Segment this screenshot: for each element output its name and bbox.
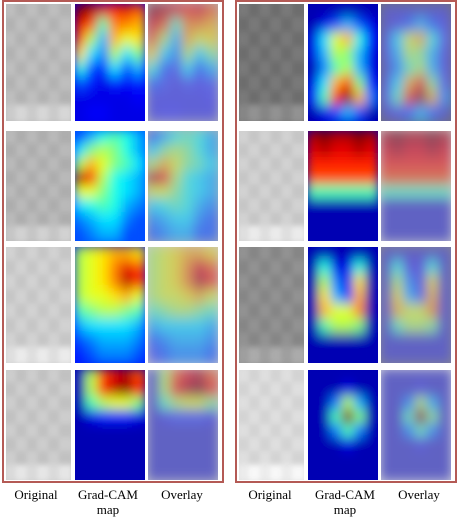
right-row1-overlay-image xyxy=(381,4,451,121)
label-overlay-right: Overlay xyxy=(398,487,440,502)
left-row2-original-image xyxy=(6,131,71,241)
label-original-left: Original xyxy=(14,487,58,502)
left-row1-gradcam-image xyxy=(75,4,145,121)
right-row2-gradcam-image xyxy=(308,131,378,241)
label-gradcam-left: Grad-CAM map xyxy=(78,487,138,517)
right-row3-original-image xyxy=(239,247,304,363)
left-row3-original-image xyxy=(6,247,71,363)
label-original-right: Original xyxy=(248,487,292,502)
label-overlay-left: Overlay xyxy=(161,487,203,502)
left-row2-gradcam-image xyxy=(75,131,145,241)
left-row1-original-image xyxy=(6,4,71,121)
right-row3-gradcam-image xyxy=(308,247,378,363)
right-row2-overlay-image xyxy=(381,131,451,241)
right-row4-original-image xyxy=(239,370,304,480)
left-row4-gradcam-image xyxy=(75,370,145,480)
left-row4-overlay-image xyxy=(148,370,218,480)
left-row2-overlay-image xyxy=(148,131,218,241)
right-row2-original-image xyxy=(239,131,304,241)
right-row4-overlay-image xyxy=(381,370,451,480)
left-row4-original-image xyxy=(6,370,71,480)
left-row3-overlay-image xyxy=(148,247,218,363)
right-row4-gradcam-image xyxy=(308,370,378,480)
right-row1-gradcam-image xyxy=(308,4,378,121)
label-gradcam-right: Grad-CAM map xyxy=(315,487,375,517)
right-row1-original-image xyxy=(239,4,304,121)
left-row3-gradcam-image xyxy=(75,247,145,363)
left-row1-overlay-image xyxy=(148,4,218,121)
right-row3-overlay-image xyxy=(381,247,451,363)
